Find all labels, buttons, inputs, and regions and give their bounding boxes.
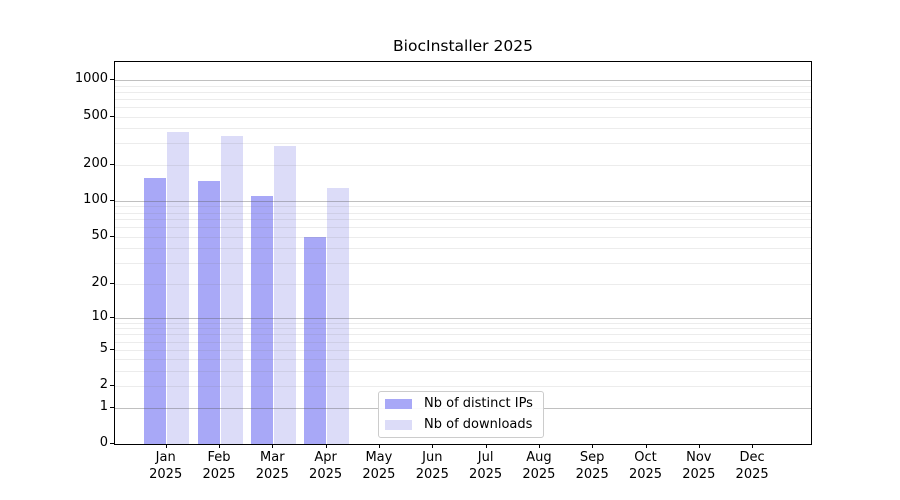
y-tick-mark <box>110 385 114 387</box>
x-tick-year: 2025 <box>522 467 556 482</box>
x-tick-month: Oct <box>634 450 657 465</box>
x-tick-label: Mar 2025 <box>237 449 307 483</box>
x-tick-year: 2025 <box>575 467 609 482</box>
x-tick-month: Nov <box>686 450 712 465</box>
x-tick-year: 2025 <box>202 467 236 482</box>
x-tick-label: Feb 2025 <box>184 449 254 483</box>
x-tick-label: Aug 2025 <box>504 449 574 483</box>
x-tick-label: Jan 2025 <box>131 449 201 483</box>
y-tick-mark <box>110 443 114 444</box>
x-tick-label: Dec 2025 <box>717 449 787 483</box>
legend-item: Nb of distinct IPs <box>385 395 535 414</box>
grid-line-minor <box>115 98 811 100</box>
y-tick-mark <box>110 199 114 201</box>
bar-distinct-ips <box>197 180 220 444</box>
x-tick-mark <box>165 444 167 448</box>
x-tick-mark <box>325 444 327 448</box>
grid-line-major <box>115 80 811 81</box>
x-tick-month: Dec <box>739 450 765 465</box>
x-tick-year: 2025 <box>415 467 449 482</box>
x-tick-label: Apr 2025 <box>291 449 361 483</box>
y-tick-label: 100 <box>83 191 108 207</box>
grid-line-minor <box>115 128 811 130</box>
x-tick-month: Aug <box>526 450 552 465</box>
y-tick-label: 1000 <box>74 71 108 86</box>
x-tick-label: May 2025 <box>344 449 414 483</box>
x-tick-year: 2025 <box>735 467 769 482</box>
grid-line-minor <box>115 106 811 108</box>
bar-distinct-ips <box>250 195 273 444</box>
y-tick-label: 500 <box>83 107 108 123</box>
y-tick-mark <box>110 282 114 284</box>
x-tick-month: Jun <box>422 450 443 465</box>
x-tick-year: 2025 <box>309 467 343 482</box>
y-tick-mark <box>110 316 114 318</box>
x-tick-label: Jun 2025 <box>397 449 467 483</box>
legend-swatch-downloads-icon <box>385 420 412 430</box>
bar-downloads <box>220 136 243 444</box>
x-tick-year: 2025 <box>469 467 503 482</box>
y-tick-mark <box>110 115 114 117</box>
x-tick-month: Jul <box>477 450 494 465</box>
x-tick-year: 2025 <box>255 467 289 482</box>
x-tick-month: Apr <box>314 450 337 465</box>
x-tick-mark <box>432 444 434 448</box>
y-tick-label: 2 <box>99 377 108 393</box>
y-tick-label: 5 <box>99 340 108 356</box>
x-tick-year: 2025 <box>149 467 183 482</box>
y-tick-label: 1 <box>99 398 108 414</box>
x-tick-month: Mar <box>260 450 285 465</box>
x-tick-mark <box>219 444 220 448</box>
y-tick-mark <box>110 348 114 350</box>
y-tick-label: 0 <box>99 435 108 450</box>
x-tick-month: Feb <box>207 450 231 465</box>
grid-line-minor <box>115 116 811 118</box>
legend: Nb of distinct IPs Nb of downloads <box>378 391 544 438</box>
y-tick-mark <box>110 406 114 408</box>
x-tick-label: Sep 2025 <box>557 449 627 483</box>
x-tick-label: Oct 2025 <box>611 449 681 483</box>
x-tick-month: May <box>365 450 393 465</box>
x-tick-month: Jan <box>155 450 176 465</box>
y-tick-mark <box>110 235 114 237</box>
legend-item: Nb of downloads <box>385 416 535 435</box>
bar-downloads <box>327 188 350 444</box>
x-tick-mark <box>485 444 487 448</box>
bar-distinct-ips <box>144 177 167 444</box>
chart-title: BiocInstaller 2025 <box>393 37 533 55</box>
y-tick-label: 10 <box>91 308 108 324</box>
bar-downloads <box>273 146 296 444</box>
grid-line-minor <box>115 85 811 87</box>
x-tick-mark <box>752 444 754 448</box>
plot-area <box>114 61 812 445</box>
grid-line-minor <box>115 164 811 166</box>
x-tick-label: Nov 2025 <box>664 449 734 483</box>
y-tick-label: 20 <box>91 274 108 290</box>
legend-label: Nb of distinct IPs <box>424 396 533 411</box>
legend-label: Nb of downloads <box>424 417 533 432</box>
x-tick-year: 2025 <box>682 467 716 482</box>
y-tick-label: 200 <box>83 155 108 171</box>
x-tick-year: 2025 <box>628 467 663 482</box>
legend-swatch-distinct-ips-icon <box>385 399 412 409</box>
y-tick-mark <box>110 163 114 165</box>
y-tick-mark <box>110 79 114 80</box>
grid-line-minor <box>115 91 811 93</box>
bar-distinct-ips <box>304 236 327 444</box>
x-tick-year: 2025 <box>362 467 396 482</box>
x-tick-label: Jul 2025 <box>451 449 521 483</box>
x-tick-mark <box>698 444 700 448</box>
x-tick-mark <box>378 444 380 448</box>
grid-line-minor <box>115 143 811 145</box>
x-tick-mark <box>645 444 647 448</box>
x-tick-mark <box>272 444 274 448</box>
bar-downloads <box>167 132 190 444</box>
x-tick-mark <box>538 444 540 448</box>
x-tick-mark <box>592 444 594 448</box>
y-tick-label: 50 <box>91 227 108 243</box>
x-tick-month: Sep <box>579 450 605 465</box>
